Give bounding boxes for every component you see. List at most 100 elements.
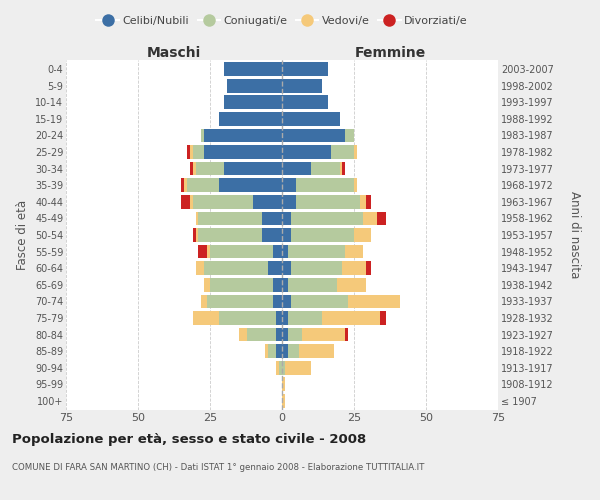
- Bar: [348, 294, 400, 308]
- Bar: [288, 328, 302, 342]
- Bar: [282, 162, 311, 175]
- Bar: [282, 112, 340, 126]
- Bar: [282, 178, 296, 192]
- Bar: [311, 162, 340, 175]
- Bar: [199, 212, 262, 225]
- Bar: [268, 262, 282, 275]
- Bar: [193, 146, 204, 159]
- Bar: [296, 195, 360, 208]
- Bar: [346, 245, 362, 258]
- Bar: [262, 228, 282, 242]
- Bar: [282, 195, 296, 208]
- Bar: [224, 162, 282, 175]
- Bar: [282, 311, 288, 324]
- Bar: [380, 311, 386, 324]
- Bar: [346, 328, 348, 342]
- Bar: [282, 96, 328, 109]
- Bar: [362, 212, 377, 225]
- Bar: [210, 245, 274, 258]
- Bar: [204, 278, 210, 291]
- Bar: [196, 228, 199, 242]
- Bar: [282, 212, 290, 225]
- Bar: [365, 195, 371, 208]
- Bar: [331, 146, 354, 159]
- Bar: [193, 195, 253, 208]
- Bar: [196, 162, 224, 175]
- Bar: [218, 178, 282, 192]
- Bar: [193, 311, 218, 324]
- Bar: [282, 228, 290, 242]
- Bar: [199, 228, 262, 242]
- Bar: [204, 146, 282, 159]
- Bar: [218, 112, 282, 126]
- Bar: [346, 128, 354, 142]
- Bar: [207, 245, 210, 258]
- Bar: [262, 212, 282, 225]
- Bar: [202, 128, 204, 142]
- Bar: [199, 245, 207, 258]
- Bar: [282, 344, 288, 358]
- Bar: [274, 278, 282, 291]
- Bar: [290, 262, 343, 275]
- Bar: [239, 328, 247, 342]
- Bar: [279, 361, 282, 374]
- Bar: [193, 162, 196, 175]
- Bar: [276, 328, 282, 342]
- Bar: [247, 328, 276, 342]
- Bar: [202, 294, 207, 308]
- Bar: [253, 195, 282, 208]
- Bar: [181, 195, 190, 208]
- Bar: [282, 394, 285, 407]
- Bar: [290, 228, 354, 242]
- Bar: [290, 294, 348, 308]
- Bar: [290, 212, 362, 225]
- Bar: [322, 311, 380, 324]
- Bar: [377, 212, 386, 225]
- Bar: [224, 62, 282, 76]
- Bar: [268, 344, 276, 358]
- Bar: [190, 162, 193, 175]
- Bar: [282, 278, 288, 291]
- Bar: [282, 79, 322, 92]
- Bar: [354, 178, 357, 192]
- Bar: [354, 146, 357, 159]
- Text: Popolazione per età, sesso e stato civile - 2008: Popolazione per età, sesso e stato civil…: [12, 432, 366, 446]
- Bar: [274, 294, 282, 308]
- Bar: [187, 146, 190, 159]
- Bar: [282, 262, 290, 275]
- Bar: [282, 328, 288, 342]
- Bar: [354, 228, 371, 242]
- Bar: [282, 62, 328, 76]
- Bar: [204, 128, 282, 142]
- Bar: [282, 128, 346, 142]
- Bar: [196, 212, 199, 225]
- Bar: [282, 146, 331, 159]
- Bar: [276, 361, 279, 374]
- Legend: Celibi/Nubili, Coniugati/e, Vedovi/e, Divorziati/e: Celibi/Nubili, Coniugati/e, Vedovi/e, Di…: [92, 12, 472, 30]
- Bar: [282, 294, 290, 308]
- Bar: [340, 162, 343, 175]
- Bar: [265, 344, 268, 358]
- Bar: [274, 245, 282, 258]
- Bar: [343, 262, 365, 275]
- Bar: [224, 96, 282, 109]
- Bar: [276, 344, 282, 358]
- Bar: [285, 361, 311, 374]
- Bar: [193, 228, 196, 242]
- Text: Femmine: Femmine: [355, 46, 425, 60]
- Bar: [204, 262, 268, 275]
- Bar: [187, 178, 218, 192]
- Bar: [360, 195, 365, 208]
- Bar: [196, 262, 204, 275]
- Bar: [337, 278, 365, 291]
- Text: Maschi: Maschi: [147, 46, 201, 60]
- Bar: [227, 79, 282, 92]
- Text: COMUNE DI FARA SAN MARTINO (CH) - Dati ISTAT 1° gennaio 2008 - Elaborazione TUTT: COMUNE DI FARA SAN MARTINO (CH) - Dati I…: [12, 462, 424, 471]
- Bar: [181, 178, 184, 192]
- Bar: [288, 311, 322, 324]
- Bar: [299, 344, 334, 358]
- Bar: [282, 378, 285, 391]
- Bar: [190, 146, 193, 159]
- Bar: [184, 178, 187, 192]
- Bar: [365, 262, 371, 275]
